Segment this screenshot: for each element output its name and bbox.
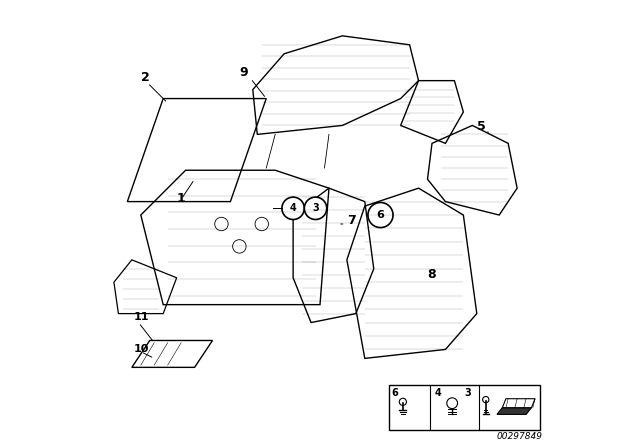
Circle shape [282,197,305,220]
Circle shape [368,202,393,228]
Text: 8: 8 [428,268,436,281]
Circle shape [305,197,326,220]
Text: 7: 7 [347,214,356,227]
Text: 4: 4 [290,203,296,213]
Text: 1: 1 [177,192,186,205]
Polygon shape [502,399,535,408]
Text: 5: 5 [477,120,486,133]
Text: 9: 9 [239,66,248,79]
Text: 3: 3 [464,388,471,398]
Polygon shape [497,408,531,414]
Text: 2: 2 [141,71,150,84]
Text: 00297849: 00297849 [497,432,542,441]
Text: 3: 3 [312,203,319,213]
Text: 4: 4 [435,388,441,398]
Text: 10: 10 [134,344,150,353]
Text: 6: 6 [376,210,385,220]
Text: 6: 6 [392,388,399,398]
Text: 11: 11 [134,312,150,322]
